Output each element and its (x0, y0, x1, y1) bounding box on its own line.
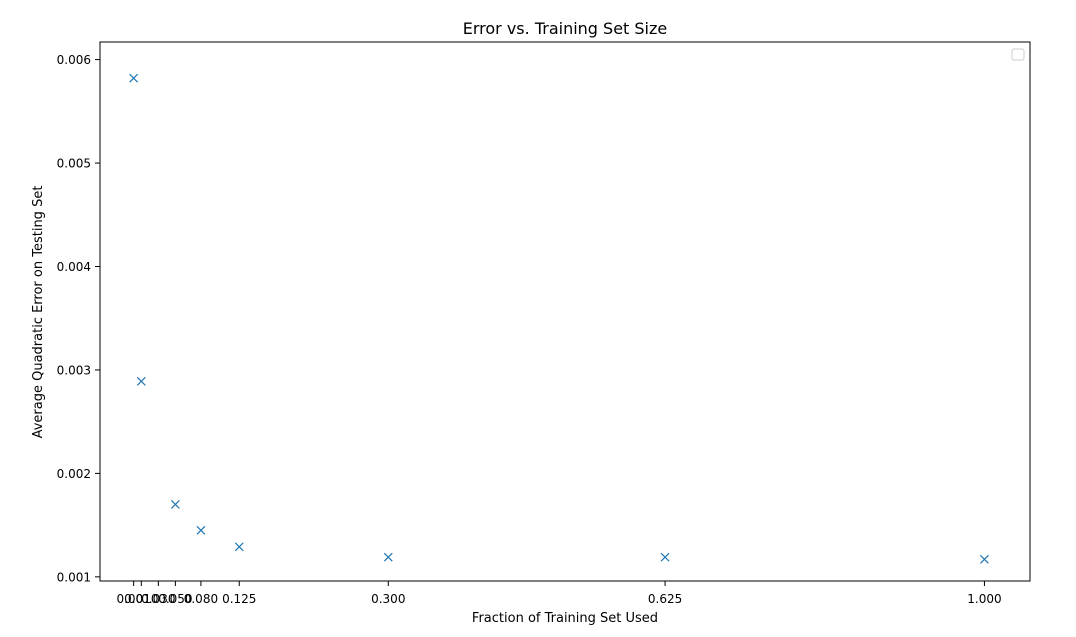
y-tick-label: 0.004 (57, 260, 91, 274)
y-tick-label: 0.005 (57, 157, 91, 171)
x-tick-label: 0.300 (371, 592, 405, 606)
y-tick-label: 0.006 (57, 53, 91, 67)
x-tick-label: 0.010 (124, 592, 158, 606)
x-tick-label: 1.000 (967, 592, 1001, 606)
data-point (136, 376, 146, 386)
x-tick-label: 0.001 (116, 592, 150, 606)
x-tick-label: 0.050 (158, 592, 192, 606)
x-tick-label: 0.125 (222, 592, 256, 606)
x-axis-label: Fraction of Training Set Used (472, 611, 658, 626)
x-tick-label: 0.030 (141, 592, 175, 606)
plot-frame (99, 41, 1031, 582)
data-point (234, 542, 244, 552)
x-tick-label: 0.625 (648, 592, 682, 606)
legend-box (1011, 48, 1025, 61)
data-point (170, 500, 180, 509)
chart-title: Error vs. Training Set Size (463, 19, 667, 38)
data-point (129, 73, 139, 83)
scatter-series (129, 73, 989, 564)
y-tick-label: 0.003 (57, 363, 91, 377)
data-point (660, 552, 670, 562)
x-tick-label: 0.080 (184, 592, 218, 606)
y-tick-label: 0.002 (57, 467, 91, 481)
data-point (383, 552, 393, 562)
y-axis: 0.001 0.002 0.003 0.004 0.005 0.006 (57, 53, 100, 584)
data-point (196, 525, 206, 535)
data-point (980, 554, 989, 564)
y-axis-label: Average Quadratic Error on Testing Set (31, 186, 46, 439)
plot-area (100, 42, 1030, 581)
y-tick-label: 0.001 (57, 570, 91, 584)
